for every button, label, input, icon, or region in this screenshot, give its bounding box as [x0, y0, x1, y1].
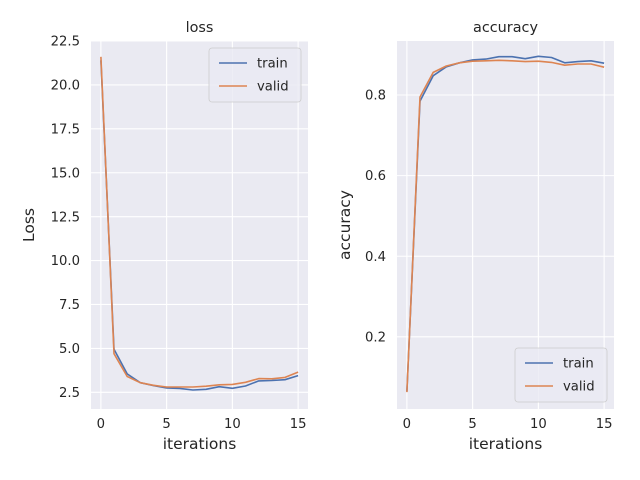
series-line-valid [406, 59, 605, 393]
x-tick-label: 15 [596, 417, 613, 432]
legend-label-train: train [563, 357, 594, 372]
series-lines [100, 56, 299, 391]
tick-labels: 0 5 10 15 0.2 0.4 0.6 0.8 [365, 89, 613, 432]
y-tick-label: 20.0 [51, 79, 80, 94]
legend: train valid [208, 47, 302, 103]
x-tick-label: 0 [403, 417, 411, 432]
y-tick-label: 7.5 [59, 298, 80, 313]
x-tick-label: 5 [162, 417, 170, 432]
y-tick-label: 5.0 [59, 342, 80, 357]
x-tick-label: 0 [97, 417, 105, 432]
y-tick-label: 22.5 [51, 35, 80, 50]
x-tick-label: 10 [530, 417, 547, 432]
y-tick-label: 10.0 [51, 254, 80, 269]
chart-title: accuracy [473, 20, 538, 36]
y-tick-label: 12.5 [51, 210, 80, 225]
legend-label-valid: valid [257, 80, 289, 95]
tick-labels: 0 5 10 15 2.5 5.0 7.5 10.0 12.5 15.0 17.5 20.0 22.5 [51, 35, 307, 432]
legend-label-valid: valid [563, 380, 595, 395]
x-axis-label: iterations [469, 435, 543, 453]
x-tick-label: 5 [468, 417, 476, 432]
y-tick-label: 15.0 [51, 166, 80, 181]
x-tick-label: 10 [224, 417, 241, 432]
y-tick-label: 0.4 [365, 250, 386, 265]
x-axis-label: iterations [163, 435, 237, 453]
y-tick-label: 0.8 [365, 89, 386, 104]
y-tick-label: 0.6 [365, 169, 386, 184]
legend-box [514, 347, 608, 403]
legend: train valid [514, 347, 608, 403]
y-axis-label: Loss [20, 208, 38, 242]
series-lines [406, 55, 605, 393]
y-axis-label: accuracy [336, 190, 354, 260]
series-line-valid [100, 56, 299, 388]
y-tick-label: 0.2 [365, 330, 386, 345]
series-line-train [406, 55, 605, 392]
x-tick-label: 15 [290, 417, 307, 432]
y-tick-label: 17.5 [51, 122, 80, 137]
legend-label-train: train [257, 57, 288, 72]
accuracy-chart: 0 5 10 15 0.2 0.4 0.6 0.8 accuracy iterations a… [336, 20, 614, 453]
y-tick-label: 2.5 [59, 386, 80, 401]
legend-box [208, 47, 302, 103]
loss-chart: 0 5 10 152.55.07.510.012.515.017.520.022.5 … [20, 20, 308, 453]
chart-title: loss [186, 20, 214, 36]
series-line-train [100, 60, 299, 391]
